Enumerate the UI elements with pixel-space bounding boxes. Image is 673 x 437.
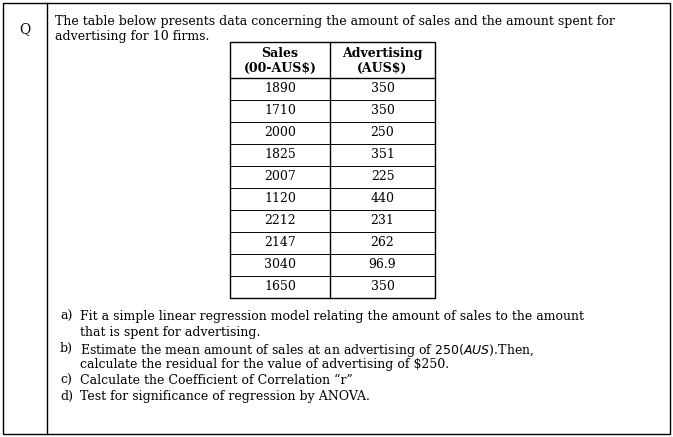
Text: advertising for 10 firms.: advertising for 10 firms.: [55, 30, 209, 43]
Text: 1710: 1710: [264, 104, 296, 118]
Text: 350: 350: [371, 104, 394, 118]
Text: d): d): [60, 390, 73, 403]
Text: 350: 350: [371, 281, 394, 294]
Text: Sales: Sales: [262, 47, 299, 60]
Text: 440: 440: [371, 193, 394, 205]
Text: Test for significance of regression by ANOVA.: Test for significance of regression by A…: [80, 390, 370, 403]
Text: 225: 225: [371, 170, 394, 184]
Text: 262: 262: [371, 236, 394, 250]
Text: 1120: 1120: [264, 193, 296, 205]
Text: 2147: 2147: [264, 236, 296, 250]
Text: Calculate the Coefficient of Correlation “r”: Calculate the Coefficient of Correlation…: [80, 374, 353, 387]
Text: calculate the residual for the value of advertising of $250.: calculate the residual for the value of …: [80, 358, 449, 371]
Text: 2007: 2007: [264, 170, 296, 184]
Text: Fit a simple linear regression model relating the amount of sales to the amount: Fit a simple linear regression model rel…: [80, 310, 584, 323]
Text: 1825: 1825: [264, 149, 296, 162]
Text: b): b): [60, 342, 73, 355]
Text: 1650: 1650: [264, 281, 296, 294]
Text: that is spent for advertising.: that is spent for advertising.: [80, 326, 260, 339]
Text: 250: 250: [371, 126, 394, 139]
Text: 3040: 3040: [264, 259, 296, 271]
Text: 2000: 2000: [264, 126, 296, 139]
Text: 2212: 2212: [264, 215, 296, 228]
Text: Advertising: Advertising: [343, 47, 423, 60]
Text: Q: Q: [20, 22, 31, 36]
Text: (AUS$): (AUS$): [357, 62, 408, 75]
Text: Estimate the mean amount of sales at an advertising of $250 (AUS$).Then,: Estimate the mean amount of sales at an …: [80, 342, 534, 359]
Text: 96.9: 96.9: [369, 259, 396, 271]
Text: c): c): [60, 374, 72, 387]
Text: The table below presents data concerning the amount of sales and the amount spen: The table below presents data concerning…: [55, 15, 615, 28]
Text: 350: 350: [371, 83, 394, 96]
Text: a): a): [60, 310, 73, 323]
Text: 351: 351: [371, 149, 394, 162]
Text: 231: 231: [371, 215, 394, 228]
Text: (00-AUS$): (00-AUS$): [244, 62, 316, 75]
Bar: [230, 42, 435, 298]
Text: 1890: 1890: [264, 83, 296, 96]
